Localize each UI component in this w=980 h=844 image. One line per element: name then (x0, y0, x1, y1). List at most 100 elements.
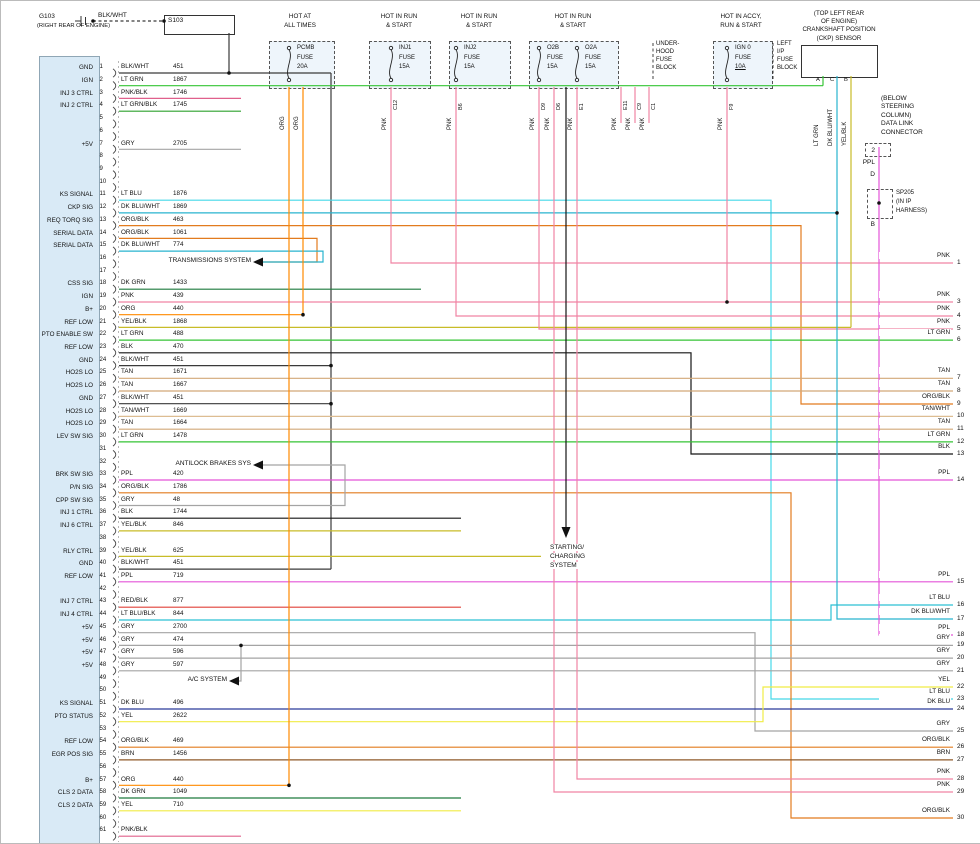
pin-signal-label: CKP SIG (67, 204, 93, 212)
fuse-label: 15A (547, 64, 558, 71)
wire-color-label: YEL/BLK (121, 546, 147, 554)
drop-wire-color-label: PNK (446, 117, 453, 130)
wire-color-label: GRY (121, 139, 135, 147)
wire-color-label: ORG/BLK (121, 228, 149, 236)
wire-color-label: RED/BLK (121, 597, 148, 605)
wire-circuit-label: 719 (173, 572, 184, 579)
pin-signal-label: CLS 2 DATA (57, 789, 93, 797)
drop-wire-color-label: PNK (625, 117, 632, 130)
pin-signal-label: HO2S LO (65, 420, 93, 428)
edge-wire-color-label: PNK (879, 781, 951, 789)
drop-wire-color-label: ORG (279, 116, 286, 130)
pin-signal-label: B+ (85, 776, 93, 784)
pin-signal-label: SERIAL DATA (53, 242, 93, 250)
fuse-label: 10A (735, 64, 746, 71)
edge-wire-color-label: TAN/WHT (879, 405, 951, 413)
pin-signal-label: LEV SW SIG (56, 433, 93, 441)
pin-signal-label: INJ 6 CTRL (60, 522, 93, 530)
edge-wire-number: 8 (957, 386, 961, 394)
wire-circuit-label: 2622 (173, 711, 188, 719)
pin-signal-label: EGR POS SIG (51, 751, 93, 759)
wire-circuit-label: 877 (173, 597, 184, 605)
pin-number: 2 (99, 76, 103, 83)
edge-wire-number: 1 (957, 258, 961, 266)
drop-wire-color-label: PNK (611, 117, 618, 130)
pin-number: 14 (99, 229, 107, 236)
pin-number: 34 (99, 483, 107, 490)
sp205-terminal-label: B (870, 221, 875, 228)
wire-circuit-label: 596 (173, 648, 184, 656)
callout-antilock-brakes: ANTILOCK BRAKES SYS (175, 460, 252, 467)
pin-number: 10 (99, 178, 107, 185)
pin-signal-label: INJ 4 CTRL (60, 611, 93, 619)
pin-number: 60 (99, 814, 107, 821)
pin-signal-label: REF LOW (64, 318, 93, 326)
edge-wire-color-label: DK BLU (879, 698, 951, 706)
pin-number: 5 (99, 115, 103, 122)
pin-number: 23 (99, 344, 107, 351)
wire-circuit-label: 496 (173, 699, 184, 707)
terminal-label: C12 (392, 99, 399, 110)
wire-color-label: YEL/BLK (121, 317, 147, 325)
wire-circuit-label: 1867 (173, 75, 188, 83)
leftip-label-line: I/P (777, 49, 785, 55)
pin-number: 58 (99, 789, 107, 796)
dlc-pin-label: 2 (871, 147, 875, 154)
power-source-header: HOT IN RUN (380, 13, 418, 20)
g103-location-label: (RIGHT REAR OF ENGINE) (37, 23, 111, 29)
pin-signal-label: +5V (81, 649, 93, 657)
terminal-label: D6 (555, 102, 562, 110)
wire-color-label: DK GRN (121, 279, 146, 287)
edge-wire-color-label: PNK (879, 305, 951, 313)
wire-circuit-label: 1061 (173, 228, 188, 236)
pin-signal-label: CLS 2 DATA (57, 801, 93, 809)
wire-circuit-label: 1671 (173, 368, 188, 376)
fuse-label: FUSE (399, 54, 416, 61)
edge-wire-number: 14 (957, 475, 965, 483)
edge-wire-number: 22 (957, 682, 965, 690)
pin-number: 33 (99, 471, 107, 478)
wire-color-label: BLK/WHT (121, 393, 149, 401)
drop-wire-color-label: PNK (544, 117, 551, 130)
pin-number: 17 (99, 267, 107, 274)
fuse-label: IGN 0 (735, 45, 751, 51)
fuse-label: FUSE (585, 54, 602, 61)
wire-color-label: LT GRN (121, 75, 144, 83)
wire-color-label: TAN (121, 419, 134, 427)
pin-signal-label: CPP SW SIG (55, 496, 93, 504)
edge-wire-color-label: GRY (879, 647, 951, 655)
pin-number: 9 (99, 165, 103, 172)
pin-number: 18 (99, 280, 107, 287)
edge-wire-color-label: ORG/BLK (879, 807, 951, 815)
pin-number: 56 (99, 763, 107, 770)
wire-color-label: PPL (121, 470, 133, 478)
fuse-box (269, 41, 335, 89)
edge-wire-number: 4 (957, 311, 961, 319)
edge-wire-color-label: PNK (879, 252, 951, 260)
terminal-label: E1 (578, 103, 585, 110)
wire-circuit-label: 48 (173, 495, 181, 503)
fuse-label: PCMB (297, 45, 315, 51)
edge-wire-color-label: LT GRN (879, 329, 951, 337)
wire-color-label: GRY (121, 648, 135, 656)
edge-wire-number: 11 (957, 424, 964, 432)
terminal-label: C1 (650, 102, 657, 110)
fuse-label: 20A (297, 64, 308, 71)
wire-circuit-label: 469 (173, 737, 184, 745)
edge-wire-number: 6 (957, 335, 961, 343)
wire-color-label: DK BLU/WHT (121, 241, 160, 249)
fuse-label: FUSE (464, 54, 481, 61)
pin-signal-label: KS SIGNAL (59, 700, 93, 708)
pin-number: 8 (99, 153, 103, 160)
s103-box (164, 15, 235, 35)
wire-color-label: LT BLU (121, 190, 142, 198)
underhood-label-line: HOOD (656, 49, 674, 55)
wire-color-label: ORG/BLK (121, 482, 149, 490)
pin-signal-label: HO2S LO (65, 369, 93, 377)
pin-signal-label: RLY CTRL (63, 547, 93, 555)
wire-color-label: BLK/WHT (121, 63, 149, 71)
ckp-terminal-c: C (830, 76, 835, 83)
pin-signal-label: REF LOW (64, 344, 93, 352)
callout-starting-line: CHARGING (549, 553, 587, 561)
